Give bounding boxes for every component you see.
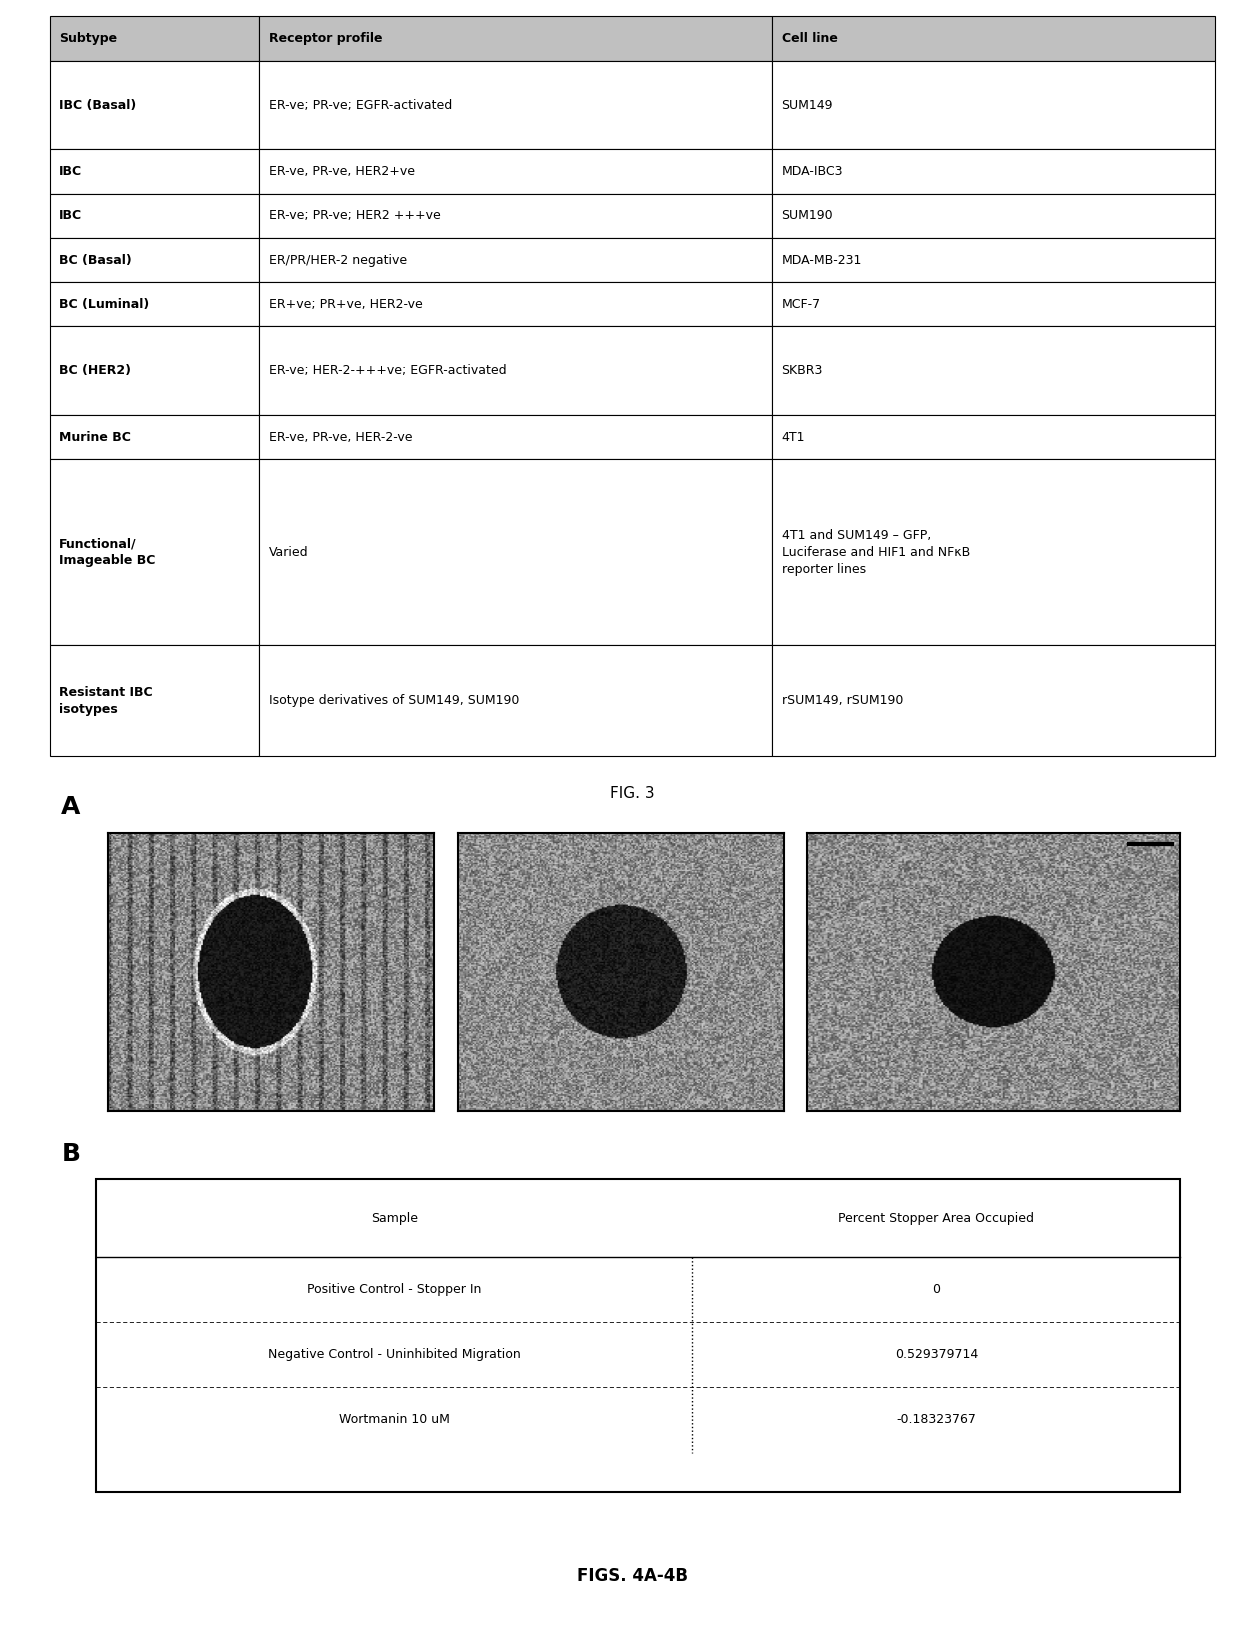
Text: MDA-MB-231: MDA-MB-231 [781,254,862,266]
FancyBboxPatch shape [259,238,773,282]
Text: SKBR3: SKBR3 [781,364,823,377]
FancyBboxPatch shape [259,61,773,149]
Text: Receptor profile: Receptor profile [269,33,382,44]
Text: IBC (Basal): IBC (Basal) [60,98,136,112]
Text: Subtype: Subtype [60,33,117,44]
FancyBboxPatch shape [50,282,259,327]
Text: BC (HER2): BC (HER2) [60,364,131,377]
Text: IBC: IBC [60,210,82,222]
FancyBboxPatch shape [50,327,259,415]
FancyBboxPatch shape [259,415,773,459]
FancyBboxPatch shape [773,645,1215,757]
Text: SUM190: SUM190 [781,210,833,222]
Text: IBC: IBC [60,166,82,177]
Text: Negative Control - Uninhibited Migration: Negative Control - Uninhibited Migration [268,1349,521,1362]
FancyBboxPatch shape [50,415,259,459]
Text: Wortmanin 10 uM: Wortmanin 10 uM [339,1413,450,1426]
Text: Varied: Varied [269,546,309,560]
FancyBboxPatch shape [50,645,259,757]
Text: 0.529379714: 0.529379714 [895,1349,978,1362]
Text: Functional/
Imageable BC: Functional/ Imageable BC [60,537,155,568]
Text: Murine BC: Murine BC [60,430,130,443]
FancyBboxPatch shape [97,1178,1180,1492]
Text: Sample: Sample [371,1211,418,1224]
FancyBboxPatch shape [50,149,259,194]
FancyBboxPatch shape [773,238,1215,282]
Text: Percent Stopper Area Occupied: Percent Stopper Area Occupied [838,1211,1034,1224]
Text: BC (Luminal): BC (Luminal) [60,299,149,310]
Text: Resistant IBC
isotypes: Resistant IBC isotypes [60,686,153,715]
FancyBboxPatch shape [773,415,1215,459]
FancyBboxPatch shape [259,327,773,415]
Text: SUM149: SUM149 [781,98,833,112]
FancyBboxPatch shape [773,459,1215,645]
Text: Isotype derivatives of SUM149, SUM190: Isotype derivatives of SUM149, SUM190 [269,694,520,707]
FancyBboxPatch shape [773,61,1215,149]
Text: Positive Control - Stopper In: Positive Control - Stopper In [308,1283,481,1296]
Text: ER-ve, PR-ve, HER2+ve: ER-ve, PR-ve, HER2+ve [269,166,414,177]
Text: 4T1 and SUM149 – GFP,
Luciferase and HIF1 and NFκB
reporter lines: 4T1 and SUM149 – GFP, Luciferase and HIF… [781,528,970,576]
Text: MDA-IBC3: MDA-IBC3 [781,166,843,177]
FancyBboxPatch shape [259,194,773,238]
FancyBboxPatch shape [773,149,1215,194]
FancyBboxPatch shape [773,194,1215,238]
FancyBboxPatch shape [259,282,773,327]
Text: ER+ve; PR+ve, HER2-ve: ER+ve; PR+ve, HER2-ve [269,299,423,310]
Text: ER-ve; HER-2-+++ve; EGFR-activated: ER-ve; HER-2-+++ve; EGFR-activated [269,364,506,377]
FancyBboxPatch shape [259,149,773,194]
Text: rSUM149, rSUM190: rSUM149, rSUM190 [781,694,903,707]
Text: BC (Basal): BC (Basal) [60,254,131,266]
FancyBboxPatch shape [50,459,259,645]
Text: ER-ve, PR-ve, HER-2-ve: ER-ve, PR-ve, HER-2-ve [269,430,412,443]
Text: B: B [61,1142,81,1165]
FancyBboxPatch shape [773,282,1215,327]
Text: ER-ve; PR-ve; EGFR-activated: ER-ve; PR-ve; EGFR-activated [269,98,453,112]
Text: FIG. 3: FIG. 3 [610,786,655,801]
Text: A: A [61,796,81,819]
Text: ER/PR/HER-2 negative: ER/PR/HER-2 negative [269,254,407,266]
Text: Cell line: Cell line [781,33,837,44]
Text: FIGS. 4A-4B: FIGS. 4A-4B [577,1567,688,1585]
FancyBboxPatch shape [259,16,773,61]
FancyBboxPatch shape [259,459,773,645]
FancyBboxPatch shape [50,194,259,238]
Text: ER-ve; PR-ve; HER2 +++ve: ER-ve; PR-ve; HER2 +++ve [269,210,440,222]
Text: MCF-7: MCF-7 [781,299,821,310]
FancyBboxPatch shape [259,645,773,757]
FancyBboxPatch shape [50,16,259,61]
FancyBboxPatch shape [50,238,259,282]
FancyBboxPatch shape [50,61,259,149]
FancyBboxPatch shape [773,16,1215,61]
Text: 0: 0 [932,1283,940,1296]
FancyBboxPatch shape [773,327,1215,415]
Text: 4T1: 4T1 [781,430,805,443]
Text: -0.18323767: -0.18323767 [897,1413,976,1426]
